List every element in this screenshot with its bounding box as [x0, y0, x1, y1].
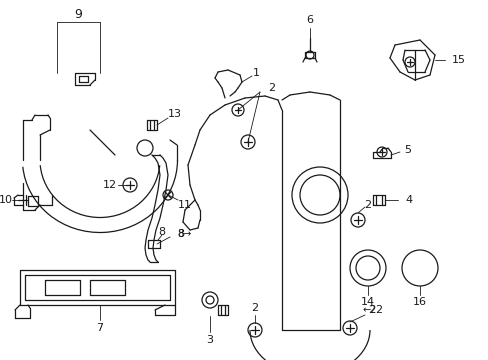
Text: 12: 12 [103, 180, 117, 190]
Text: 8→: 8→ [177, 229, 191, 239]
Text: 16: 16 [412, 297, 426, 307]
Text: 2: 2 [364, 200, 371, 210]
Text: 7: 7 [96, 323, 103, 333]
Text: ←2: ←2 [362, 305, 376, 315]
Text: 14: 14 [360, 297, 374, 307]
Text: 3: 3 [206, 335, 213, 345]
Text: 5: 5 [404, 145, 411, 155]
Text: 2: 2 [267, 83, 275, 93]
Text: 13: 13 [168, 109, 182, 119]
Text: 6: 6 [306, 15, 313, 25]
Text: 2: 2 [374, 305, 381, 315]
Text: 1: 1 [252, 68, 259, 78]
Text: 11: 11 [178, 200, 192, 210]
Text: 2: 2 [251, 303, 258, 313]
Text: 9: 9 [74, 8, 82, 21]
Text: 4: 4 [404, 195, 411, 205]
Text: 8: 8 [177, 229, 184, 239]
Text: 15: 15 [451, 55, 465, 65]
Text: 8: 8 [158, 227, 165, 237]
Text: 2: 2 [367, 305, 374, 315]
Text: 10: 10 [0, 195, 13, 205]
